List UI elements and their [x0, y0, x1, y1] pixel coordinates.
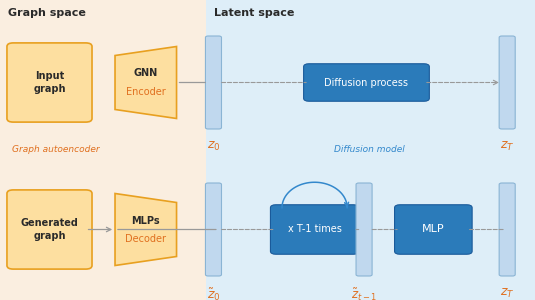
Text: Decoder: Decoder: [125, 233, 166, 244]
FancyBboxPatch shape: [499, 183, 515, 276]
Text: GNN: GNN: [134, 68, 158, 79]
Text: $z_T$: $z_T$: [500, 286, 515, 300]
FancyBboxPatch shape: [356, 183, 372, 276]
Text: $\tilde{z}_{t-1}$: $\tilde{z}_{t-1}$: [351, 286, 377, 300]
Text: Generated
graph: Generated graph: [20, 218, 79, 241]
FancyBboxPatch shape: [304, 64, 429, 101]
Polygon shape: [115, 46, 177, 118]
Text: Latent space: Latent space: [214, 8, 294, 17]
Text: $z_T$: $z_T$: [500, 140, 515, 153]
FancyBboxPatch shape: [271, 205, 358, 254]
Polygon shape: [115, 194, 177, 266]
Text: Diffusion process: Diffusion process: [324, 77, 409, 88]
Text: Diffusion model: Diffusion model: [334, 146, 404, 154]
Text: MLPs: MLPs: [132, 215, 160, 226]
Text: Graph autoencoder: Graph autoencoder: [12, 146, 100, 154]
FancyBboxPatch shape: [7, 43, 92, 122]
FancyBboxPatch shape: [205, 36, 221, 129]
FancyBboxPatch shape: [499, 36, 515, 129]
FancyBboxPatch shape: [206, 0, 535, 300]
FancyBboxPatch shape: [7, 190, 92, 269]
FancyBboxPatch shape: [205, 183, 221, 276]
Text: MLP: MLP: [422, 224, 445, 235]
Text: Encoder: Encoder: [126, 86, 166, 97]
Text: Input
graph: Input graph: [33, 71, 66, 94]
FancyBboxPatch shape: [395, 205, 472, 254]
Text: $z_0$: $z_0$: [207, 140, 220, 153]
Text: x T-1 times: x T-1 times: [288, 224, 341, 235]
FancyBboxPatch shape: [0, 0, 206, 300]
Text: $\tilde{z}_0$: $\tilde{z}_0$: [207, 286, 220, 300]
Text: Graph space: Graph space: [8, 8, 86, 17]
